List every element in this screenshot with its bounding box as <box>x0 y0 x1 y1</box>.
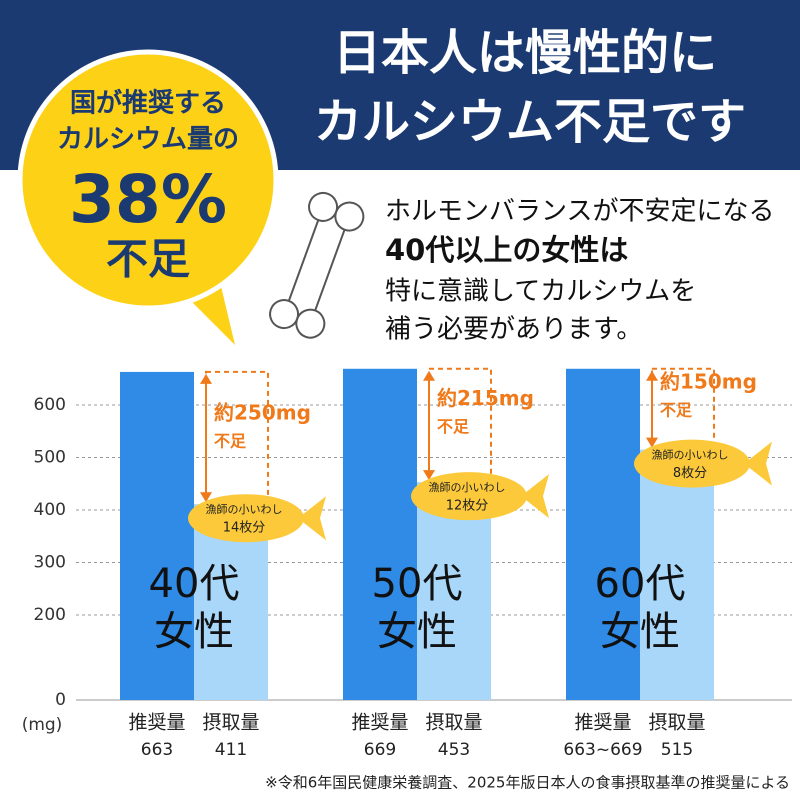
bar <box>343 368 417 700</box>
fish-label: 14枚分 <box>223 521 266 536</box>
shortfall-label: 約150mg <box>660 370 757 394</box>
y-tick-label: 300 <box>34 553 66 573</box>
series-name: 推奨量 <box>351 712 408 734</box>
series-name: 摂取量 <box>425 712 482 734</box>
y-tick-label: 400 <box>34 500 66 520</box>
arrow-head <box>200 492 212 503</box>
badge-figure: 38% <box>69 161 227 238</box>
series-name: 推奨量 <box>128 712 185 734</box>
badge-text: カルシウム量の <box>57 125 239 155</box>
y-axis-label: (mg) <box>22 715 63 735</box>
fish-label: 漁師の小いわし <box>206 502 283 516</box>
badge <box>17 49 279 311</box>
fish <box>188 494 304 543</box>
header-title: 日本人は慢性的に <box>333 25 717 81</box>
badge-text: 不足 <box>106 235 190 284</box>
value-label: 453 <box>438 740 470 760</box>
shortfall-bracket <box>428 367 492 484</box>
value-label: 663~669 <box>563 740 642 760</box>
fish-tail <box>521 474 549 519</box>
fish-label: 12枚分 <box>446 499 489 514</box>
bar <box>566 368 640 700</box>
bone-illustration <box>269 191 365 339</box>
series-name: 摂取量 <box>648 712 705 734</box>
bar <box>640 449 714 700</box>
message-line: ホルモンバランスが不安定になる <box>385 197 774 227</box>
fish <box>634 439 750 488</box>
category-label: 40代 女性 <box>148 561 240 655</box>
shortfall-label: 不足 <box>437 417 470 436</box>
header-title: カルシウム不足です <box>314 94 746 150</box>
fish-tail <box>298 496 326 541</box>
y-tick-label: 0 <box>55 690 66 710</box>
fish-tail <box>744 441 772 486</box>
message-line: 40代以上の女性は <box>385 233 628 267</box>
y-tick-label: 500 <box>34 448 66 468</box>
badge-text: 国が推奨する <box>70 88 226 119</box>
fish-label: 漁師の小いわし <box>652 448 729 462</box>
category-label: 60代 女性 <box>594 561 686 655</box>
value-label: 411 <box>215 740 247 760</box>
fish-label: 8枚分 <box>673 466 707 481</box>
message-line: 特に意識してカルシウムを <box>385 277 696 307</box>
shortfall-label: 約250mg <box>214 401 311 425</box>
bar <box>120 371 194 700</box>
arrow-head <box>646 370 658 381</box>
fish-label: 漁師の小いわし <box>429 480 506 494</box>
shortfall-label: 約215mg <box>437 386 534 410</box>
series-name: 摂取量 <box>202 712 259 734</box>
value-label: 515 <box>661 740 693 760</box>
arrow-head <box>646 437 658 448</box>
category-label: 50代 女性 <box>371 561 463 655</box>
arrow-head <box>423 470 435 481</box>
y-tick-label: 600 <box>34 395 66 415</box>
shortfall-label: 不足 <box>214 432 247 451</box>
footnote: ※令和6年国民健康栄養調査、2025年版日本人の食事摂取基準の推奨量による <box>265 774 790 792</box>
fish <box>411 472 527 521</box>
message-line: 補う必要があります。 <box>385 315 642 345</box>
arrow-head <box>200 373 212 384</box>
shortfall-label: 不足 <box>660 401 693 420</box>
arrow-head <box>423 370 435 381</box>
y-tick-label: 200 <box>34 605 66 625</box>
series-name: 推奨量 <box>574 712 631 734</box>
value-label: 669 <box>364 740 396 760</box>
value-label: 663 <box>141 740 173 760</box>
